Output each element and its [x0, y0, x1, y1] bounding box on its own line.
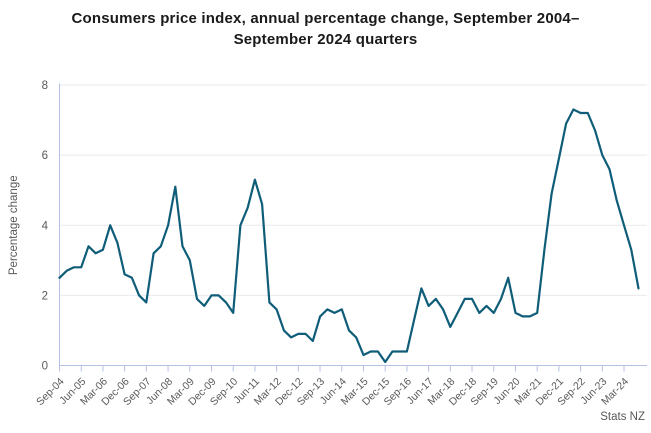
- y-tick-label: 4: [42, 220, 49, 232]
- cpi-data-line: [58, 108, 640, 364]
- y-axis-title: Percentage change: [8, 175, 20, 275]
- y-tick-label: 2: [42, 290, 48, 302]
- y-tick-label: 8: [42, 80, 48, 92]
- y-tick-label: 6: [42, 150, 48, 162]
- source-attribution: Stats NZ: [600, 411, 645, 423]
- y-tick-label: 0: [42, 361, 48, 373]
- chart-title: Consumers price index, annual percentage…: [71, 10, 580, 48]
